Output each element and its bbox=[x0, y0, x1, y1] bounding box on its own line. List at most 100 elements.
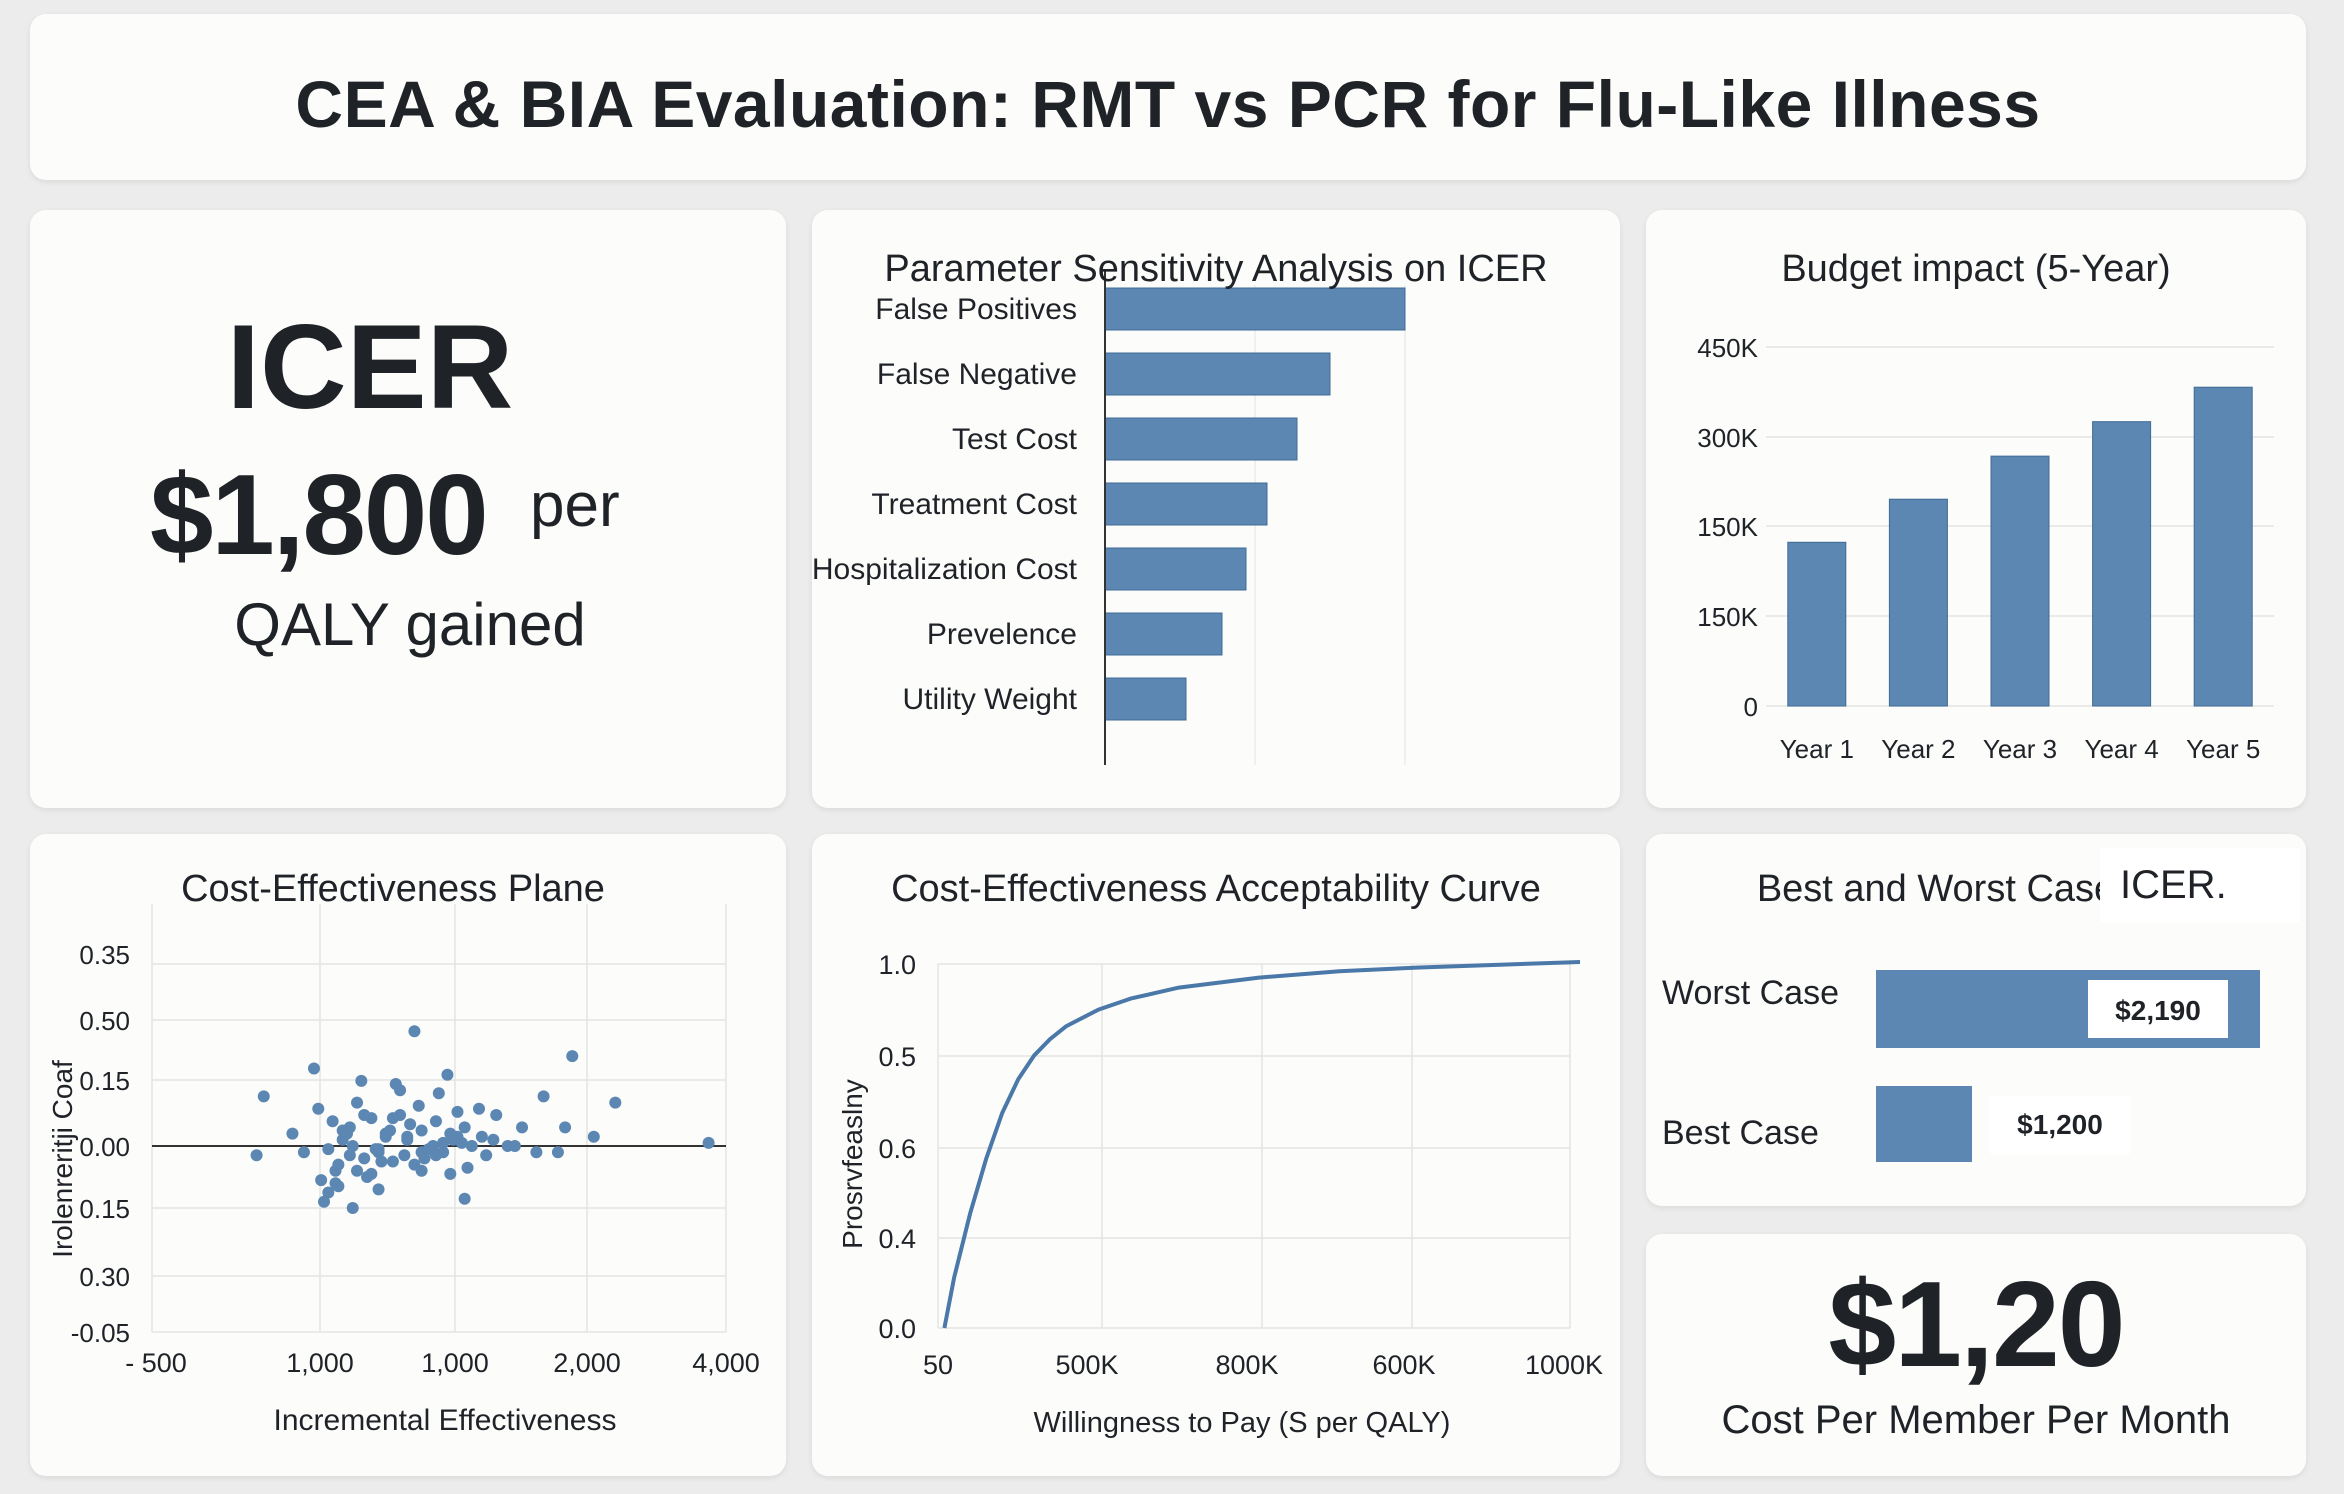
page-title: CEA & BIA Evaluation: RMT vs PCR for Flu… bbox=[295, 67, 2041, 141]
ceplane-point bbox=[429, 1115, 442, 1128]
ceac-xtick-2: 800K bbox=[1215, 1350, 1278, 1380]
ceac-ytick-4: 1.0 bbox=[878, 950, 916, 980]
ceac-ytick-3: 0.5 bbox=[878, 1042, 916, 1072]
ceplane-ytick-4: 0.15 bbox=[79, 1194, 130, 1224]
tornado-bar-4 bbox=[1104, 547, 1247, 591]
icer-card: ICER $1,800 per QALY gained bbox=[30, 210, 786, 808]
sensitivity-card: Parameter Sensitivity Analysis on ICER F… bbox=[812, 210, 1620, 808]
ceplane-point bbox=[702, 1136, 715, 1149]
budget-bar-4 bbox=[2193, 386, 2253, 707]
ceplane-point bbox=[355, 1074, 368, 1087]
ceplane-point bbox=[346, 1140, 359, 1152]
ceplane-point bbox=[408, 1025, 421, 1038]
header-card: CEA & BIA Evaluation: RMT vs PCR for Flu… bbox=[30, 14, 2306, 180]
ceplane-point bbox=[461, 1161, 474, 1174]
ceac-xtick-4: 1000K bbox=[1525, 1350, 1603, 1380]
ceplane-point bbox=[351, 1096, 364, 1109]
pmpm-label: Cost Per Member Per Month bbox=[1721, 1398, 2231, 1442]
ceplane-point bbox=[358, 1109, 371, 1121]
budget-xtick-0: Year 1 bbox=[1780, 734, 1854, 764]
tornado-label-2: Test Cost bbox=[952, 423, 1078, 456]
ceplane-point bbox=[458, 1192, 471, 1205]
ceplane-ytick-0: 0.35 bbox=[79, 940, 130, 970]
budget-card: Budget impact (5-Year) 0 150K 150K 300K 450K… bbox=[1646, 210, 2306, 808]
budget-bar-1 bbox=[1888, 498, 1948, 707]
icer-label: ICER bbox=[226, 300, 514, 434]
tornado-bar-1 bbox=[1104, 352, 1331, 396]
sensitivity-title: Parameter Sensitivity Analysis on ICER bbox=[884, 248, 1548, 290]
ceplane-point bbox=[587, 1130, 600, 1143]
tornado-bar-6 bbox=[1104, 677, 1187, 721]
ceplane-point bbox=[412, 1099, 425, 1112]
budget-ytick-2: 150K bbox=[1697, 512, 1758, 542]
ceplane-point bbox=[501, 1140, 514, 1152]
ceplane-point bbox=[375, 1155, 388, 1168]
ceac-xlabel: Willingness to Pay (S per QALY) bbox=[1034, 1407, 1451, 1439]
ceplane-point bbox=[444, 1167, 457, 1180]
ceplane-point bbox=[404, 1118, 417, 1131]
ceplane-point bbox=[566, 1050, 579, 1063]
ceac-curve bbox=[942, 960, 1581, 1329]
budget-ytick-3: 300K bbox=[1697, 423, 1758, 453]
ceplane-point bbox=[312, 1102, 325, 1115]
tornado-bar-3 bbox=[1104, 482, 1268, 526]
ceplane-point bbox=[322, 1186, 335, 1199]
ceac-ytick-2: 0.6 bbox=[878, 1134, 916, 1164]
tornado-bar-2 bbox=[1104, 417, 1298, 461]
ceplane-point bbox=[351, 1164, 364, 1177]
budget-title: Budget impact (5-Year) bbox=[1781, 248, 2171, 290]
ceplane-ytick-6: -0.05 bbox=[71, 1318, 130, 1348]
ceplane-point bbox=[473, 1102, 485, 1115]
ceplane-point bbox=[326, 1115, 339, 1128]
ceplane-point bbox=[455, 1136, 468, 1149]
ceplane-point bbox=[432, 1087, 445, 1100]
ceplane-point bbox=[346, 1202, 359, 1214]
ceplane-point bbox=[551, 1146, 564, 1159]
ceplane-point bbox=[322, 1143, 335, 1156]
ceplane-point bbox=[386, 1112, 399, 1125]
tornado-label-3: Treatment Cost bbox=[871, 488, 1077, 521]
bw-bar-1 bbox=[1876, 1086, 1972, 1162]
budget-chart: 0 150K 150K 300K 450K Year 1 Year 2 Year 3 Year … bbox=[1697, 333, 2274, 764]
ceplane-point bbox=[415, 1146, 428, 1159]
ceplane-point bbox=[315, 1174, 328, 1187]
best-worst-chart: Worst Case Best Case $2,190 $1,200 bbox=[1662, 970, 2260, 1162]
budget-ytick-0: 0 bbox=[1744, 692, 1758, 722]
ceplane-point bbox=[415, 1164, 428, 1177]
budget-xtick-2: Year 3 bbox=[1983, 734, 2057, 764]
tornado-label-1: False Negative bbox=[877, 358, 1077, 391]
pmpm-card: $1,20 Cost Per Member Per Month bbox=[1646, 1234, 2306, 1476]
ceplane-point bbox=[475, 1130, 488, 1143]
budget-bar-2 bbox=[1990, 455, 2050, 707]
ceplane-point bbox=[415, 1124, 428, 1137]
bw-label-1: Best Case bbox=[1662, 1114, 1819, 1152]
bw-value-box-0 bbox=[2088, 980, 2228, 1038]
ceac-ylabel: Prosrvfeaslny bbox=[837, 1079, 868, 1249]
icer-per: per bbox=[530, 471, 620, 540]
ceplane-point bbox=[343, 1149, 356, 1162]
ceplane-point bbox=[490, 1109, 503, 1121]
ceac-title: Cost-Effectiveness Acceptability Curve bbox=[891, 868, 1541, 910]
ceplane-point bbox=[372, 1183, 385, 1196]
ceplane-point bbox=[437, 1146, 450, 1159]
ce-plane-chart: 0.35 0.50 0.15 0.00 0.15 0.30 -0.05- 500 1,000 1… bbox=[47, 904, 760, 1437]
ceac-chart: 0.0 0.4 0.6 0.5 1.0 50 500K 800K 600K 1000K Willin… bbox=[837, 950, 1603, 1439]
best-worst-title: Best and Worst Case bbox=[1756, 868, 2116, 910]
ceplane-point bbox=[537, 1090, 550, 1103]
tornado-label-0: False Positives bbox=[875, 293, 1077, 326]
ceplane-point bbox=[307, 1062, 320, 1075]
ceplane-point bbox=[516, 1121, 529, 1134]
best-worst-title-suffix: ICER. bbox=[2100, 848, 2300, 922]
ceplane-ytick-3: 0.00 bbox=[79, 1132, 130, 1162]
budget-xtick-3: Year 4 bbox=[2084, 734, 2158, 764]
bw-label-0: Worst Case bbox=[1662, 974, 1839, 1012]
ceplane-point bbox=[480, 1149, 493, 1162]
ceplane-point bbox=[530, 1146, 543, 1159]
ceplane-ytick-5: 0.30 bbox=[79, 1262, 130, 1292]
bw-value-1: $1,200 bbox=[2017, 1109, 2103, 1140]
budget-xtick-4: Year 5 bbox=[2186, 734, 2260, 764]
budget-xtick-1: Year 2 bbox=[1881, 734, 1955, 764]
bw-value-0: $2,190 bbox=[2115, 995, 2201, 1026]
ceac-xtick-1: 500K bbox=[1055, 1350, 1118, 1380]
ceplane-xtick-0: - 500 bbox=[125, 1348, 187, 1378]
